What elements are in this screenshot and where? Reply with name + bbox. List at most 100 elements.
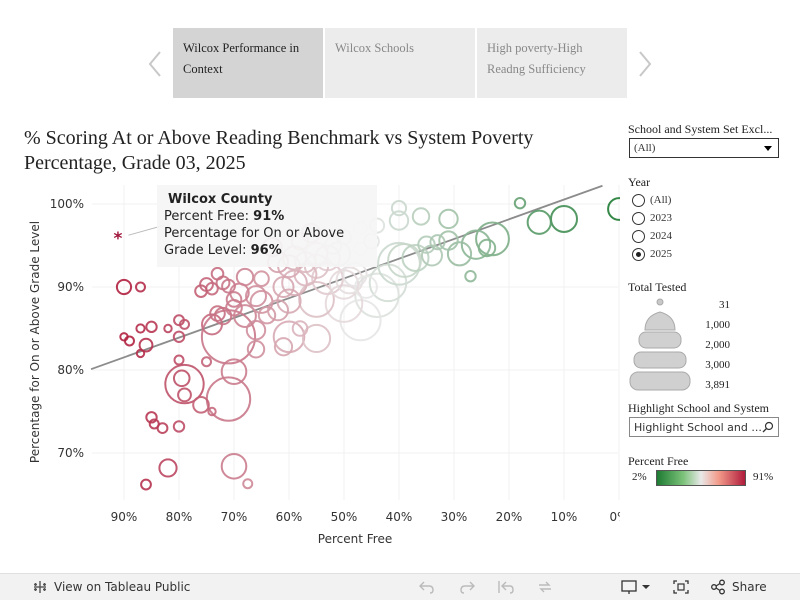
data-point (387, 243, 422, 278)
tooltip-line-1: Percent Free: 91% (164, 208, 370, 225)
y-tick-label: 90% (57, 280, 84, 294)
data-point (464, 270, 477, 283)
story-tab-wilcox-schools[interactable]: Wilcox Schools (325, 28, 475, 98)
y-tick-label: 80% (57, 363, 84, 377)
size-legend-circle (629, 371, 691, 391)
radio-label: (All) (650, 194, 672, 206)
data-point (158, 458, 178, 478)
percent-free-legend-label: Percent Free (628, 454, 689, 468)
data-point (267, 299, 289, 322)
highlight-label: Highlight School and System (628, 401, 769, 415)
tooltip-label: Percentage for On or Above Grade Level: (164, 226, 345, 258)
data-point (257, 306, 277, 325)
year-option-all[interactable]: (All) (632, 192, 671, 208)
data-point (339, 299, 382, 342)
data-point (148, 418, 160, 430)
highlight-search-input[interactable]: Highlight School and ... (629, 417, 779, 437)
data-point (177, 387, 192, 403)
x-tick-label: 0% (609, 510, 620, 524)
data-point (607, 197, 620, 221)
size-legend-circle (656, 298, 664, 306)
data-point (417, 235, 436, 254)
data-point (253, 270, 270, 288)
next-story-arrow[interactable] (632, 44, 658, 84)
size-legend-value: 3,000 (705, 359, 730, 371)
data-point (245, 285, 267, 308)
data-point (298, 281, 335, 318)
x-tick-label: 30% (441, 510, 468, 524)
share-button[interactable]: Share (710, 579, 767, 595)
data-point (401, 243, 430, 272)
data-point (140, 478, 152, 491)
data-point (273, 337, 294, 357)
school-set-dropdown[interactable]: (All) (629, 138, 779, 158)
year-option-2024[interactable]: 2024 (632, 228, 672, 244)
x-axis-title: Percent Free (318, 532, 392, 546)
revert-icon[interactable] (497, 579, 515, 595)
data-point (220, 452, 248, 480)
x-tick-label: 80% (166, 510, 193, 524)
radio-label: 2023 (650, 212, 672, 224)
fullscreen-icon[interactable] (672, 579, 690, 595)
previous-story-arrow[interactable] (142, 44, 168, 84)
scatter-chart[interactable]: 90% 80% 70% 60% 50% 40% 30% 20% 10% 0% 70% 80% 90% 10… (0, 0, 620, 560)
x-tick-label: 20% (496, 510, 523, 524)
data-point (210, 266, 225, 281)
data-point (194, 284, 208, 298)
data-point (388, 210, 410, 231)
size-legend-value: 1,000 (705, 319, 730, 331)
undo-icon[interactable] (418, 579, 436, 595)
download-icon[interactable] (620, 579, 652, 595)
story-tab-high-poverty[interactable]: High poverty-High Readng Sufficiency (477, 28, 627, 98)
year-option-2025[interactable]: 2025 (632, 246, 672, 262)
refresh-icon[interactable] (536, 579, 554, 595)
x-tick-label: 60% (276, 510, 303, 524)
color-ramp-max: 91% (753, 471, 774, 483)
caret-down-icon (764, 146, 772, 151)
size-legend-value: 3,891 (705, 379, 730, 391)
color-ramp (656, 470, 746, 486)
size-legend-circle (638, 331, 682, 349)
trend-line-group (90, 184, 603, 371)
size-legend-shapes (629, 298, 691, 391)
data-point (220, 358, 248, 385)
data-point (119, 332, 129, 342)
tooltip-value: 96% (250, 243, 282, 258)
data-point (201, 356, 212, 368)
data-point (135, 281, 146, 293)
story-tab-wilcox-performance[interactable]: Wilcox Performance in Context (173, 28, 323, 98)
data-point (115, 278, 133, 296)
data-point (513, 196, 527, 210)
year-option-2023[interactable]: 2023 (632, 210, 672, 226)
radio-label: 2024 (650, 230, 672, 242)
x-tick-label: 70% (221, 510, 248, 524)
radio-checked-icon (632, 247, 645, 261)
data-point (411, 207, 431, 226)
size-legend-value: 2,000 (705, 339, 730, 351)
view-on-tableau-public-link[interactable]: View on Tableau Public (32, 579, 190, 595)
chevron-left-icon (148, 51, 161, 77)
school-set-filter-label: School and System Set Excl... (628, 122, 773, 136)
data-point (172, 420, 186, 433)
search-icon (762, 421, 774, 433)
data-point (460, 229, 492, 260)
x-tick-label: 90% (111, 510, 138, 524)
tableau-toolbar: View on Tableau Public Share (0, 573, 800, 600)
data-point (335, 266, 364, 295)
y-tick-label: 70% (57, 446, 84, 460)
data-point (438, 230, 459, 251)
data-point (207, 406, 217, 417)
data-point (475, 221, 510, 257)
radio-icon (632, 229, 645, 243)
redo-icon[interactable] (458, 579, 476, 595)
total-tested-legend-label: Total Tested (628, 280, 687, 294)
x-tick-label: 40% (386, 510, 413, 524)
data-point (225, 291, 243, 308)
radio-label: 2025 (650, 248, 672, 260)
data-point (209, 305, 226, 322)
data-point (164, 363, 205, 405)
data-point (179, 318, 190, 330)
data-point (526, 209, 552, 235)
chevron-right-icon (639, 51, 652, 77)
radio-icon (632, 211, 645, 225)
